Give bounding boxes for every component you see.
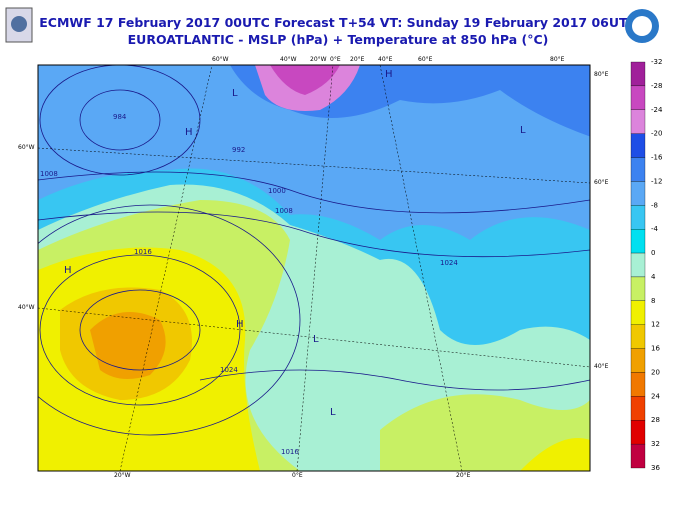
colorbar-label: -12 xyxy=(651,177,662,185)
colorbar-band xyxy=(630,85,646,110)
left-label: 40°W xyxy=(18,304,35,311)
pressure-center: L xyxy=(232,88,238,99)
colorbar-band xyxy=(630,157,646,182)
bottom-label: 0°E xyxy=(292,472,303,479)
top-label: 60°W xyxy=(212,56,229,63)
map xyxy=(38,65,590,471)
subtitle: EUROATLANTIC - MSLP (hPa) + Temperature … xyxy=(128,32,549,47)
bottom-label: 20°E xyxy=(456,472,471,479)
colorbar-band xyxy=(630,324,646,349)
colorbar-label: 32 xyxy=(651,440,660,448)
colorbar-band xyxy=(630,276,646,301)
top-label: 20°W xyxy=(310,56,327,63)
pressure-center: L xyxy=(330,407,336,418)
colorbar-band xyxy=(630,443,646,469)
colorbar-label: -24 xyxy=(651,106,663,114)
isobar-label: 1024 xyxy=(220,366,238,374)
isobar-label: 1016 xyxy=(281,448,299,456)
isobar-label: 1000 xyxy=(268,187,286,195)
colorbar-label: -32 xyxy=(651,58,662,66)
map-frame xyxy=(37,64,591,472)
right-label: 80°E xyxy=(594,71,609,78)
right-label: 60°E xyxy=(594,179,609,186)
top-label: 60°E xyxy=(418,56,433,63)
colorbar-label: -8 xyxy=(651,201,658,209)
pressure-center: L xyxy=(313,334,319,345)
colorbar-band xyxy=(630,181,646,206)
colorbar-band xyxy=(630,348,646,373)
isobar-label: 984 xyxy=(113,113,127,121)
colorbar-band xyxy=(630,133,646,158)
colorbar-band xyxy=(630,300,646,325)
colorbar-band xyxy=(630,61,646,87)
pressure-center: H xyxy=(185,127,193,138)
left-label: 60°W xyxy=(18,144,35,151)
colorbar-label: 12 xyxy=(651,321,660,329)
top-label: 80°E xyxy=(550,56,565,63)
colorbar-band xyxy=(630,205,646,230)
colorbar-label: 8 xyxy=(651,297,655,305)
pressure-center: H xyxy=(385,69,393,80)
isobar-label: 1024 xyxy=(440,259,458,267)
colorbar-band xyxy=(630,420,646,445)
colorbar-label: 4 xyxy=(651,273,656,281)
colorbar-label: -4 xyxy=(651,225,659,233)
colorbar-band xyxy=(630,252,646,278)
isobar-label: 1008 xyxy=(275,207,293,215)
isobar-label: 992 xyxy=(232,146,245,154)
colorbar-band xyxy=(630,396,646,421)
top-label: 40°E xyxy=(378,56,393,63)
colorbar-band xyxy=(630,109,646,134)
colorbar-label: -28 xyxy=(651,82,662,90)
title: ECMWF 17 February 2017 00UTC Forecast T+… xyxy=(39,15,636,30)
isobar-label: 1016 xyxy=(134,248,152,256)
colorbar-label: 28 xyxy=(651,416,660,424)
colorbar-label: -20 xyxy=(651,130,662,138)
top-label: 0°E xyxy=(330,56,341,63)
colorbar-label: 16 xyxy=(651,345,660,353)
colorbar-band xyxy=(630,372,646,397)
pressure-center: L xyxy=(520,125,526,136)
right-logo xyxy=(625,9,659,43)
colorbar-band xyxy=(630,229,646,254)
colorbar-label: 0 xyxy=(651,249,655,257)
colorbar-label: -16 xyxy=(651,154,663,162)
bottom-label: 20°W xyxy=(114,472,131,479)
pressure-center: H xyxy=(236,319,244,330)
colorbar-label: 24 xyxy=(651,392,660,400)
top-label: 40°W xyxy=(280,56,297,63)
colorbar-label: 20 xyxy=(651,368,660,376)
top-label: 20°E xyxy=(350,56,365,63)
left-logo xyxy=(5,7,33,43)
pressure-center: H xyxy=(64,265,72,276)
right-label: 40°E xyxy=(594,363,609,370)
isobar-label: 1008 xyxy=(40,170,58,178)
colorbar-label: 36 xyxy=(651,464,660,472)
